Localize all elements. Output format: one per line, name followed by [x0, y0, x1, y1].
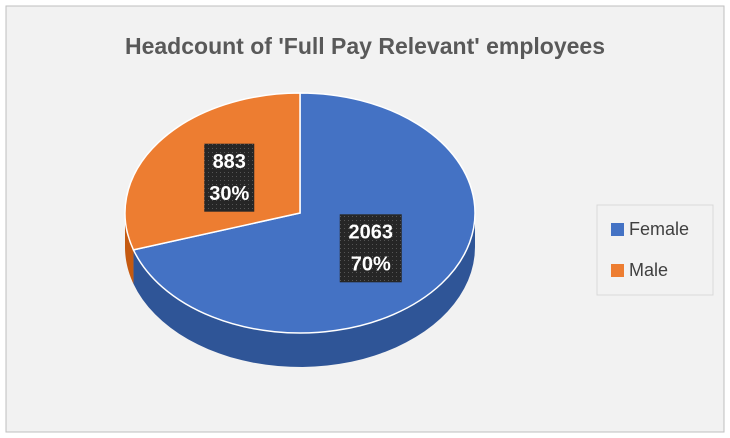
- data-label-percent: 70%: [351, 254, 391, 276]
- data-label-value: 883: [213, 151, 246, 173]
- data-label-value: 2063: [348, 222, 393, 244]
- legend-swatch: [611, 264, 624, 277]
- data-label-box: [204, 143, 255, 212]
- data-label-percent: 30%: [209, 183, 249, 205]
- legend-box: [596, 204, 714, 296]
- legend-swatch: [611, 223, 624, 236]
- legend-label: Male: [629, 260, 668, 280]
- legend-label: Female: [629, 219, 689, 239]
- pie-side: [125, 213, 134, 284]
- pie-side: [133, 213, 475, 367]
- data-label-box: [339, 214, 402, 283]
- chart-title: Headcount of 'Full Pay Relevant' employe…: [125, 33, 605, 59]
